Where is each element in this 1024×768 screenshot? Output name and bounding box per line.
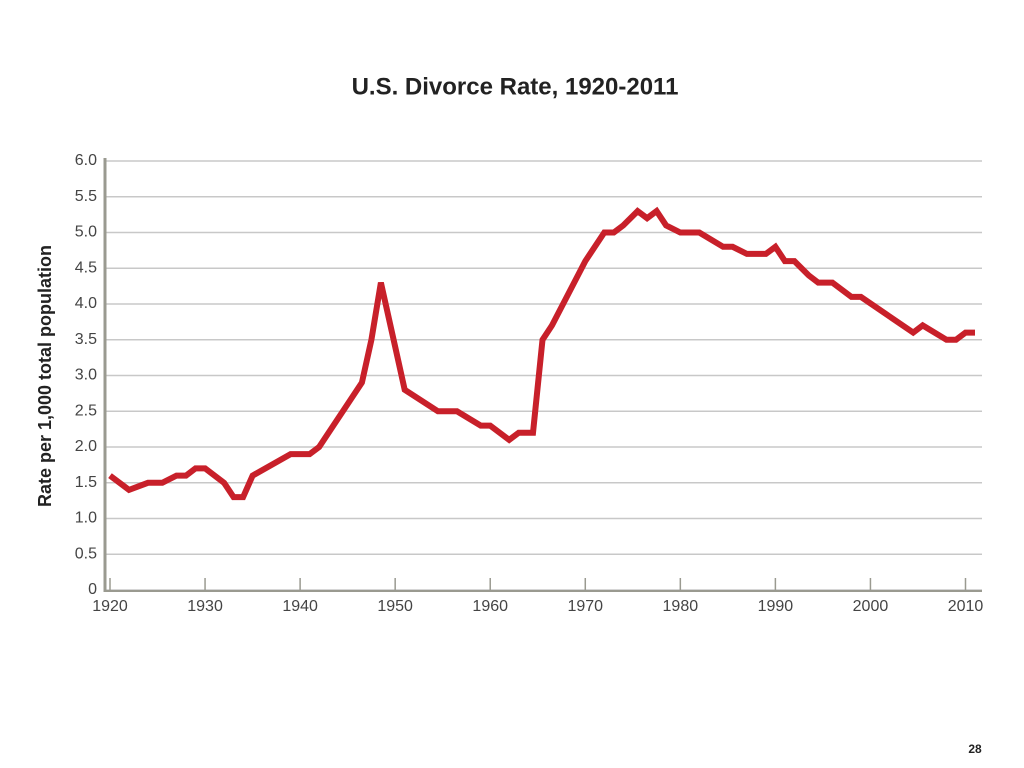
x-tick-label: 1990 [758,598,794,615]
x-tick-label: 1980 [663,598,699,615]
grid [106,160,982,591]
y-tick-label: 6.0 [75,152,97,169]
x-tick-label: 1920 [92,598,128,615]
x-tick-label: 1940 [282,598,318,615]
y-tick-label: 1.0 [75,510,97,527]
x-tick-label: 2000 [853,598,889,615]
slide-number: 28 [968,742,982,756]
y-tick-label: 4.0 [75,295,97,312]
x-tick-label: 1930 [187,598,223,615]
x-tick-label: 1960 [472,598,508,615]
y-tick-label: 3.5 [75,331,97,348]
y-tick-label: 2.0 [75,438,97,455]
x-tick-label: 1970 [567,598,603,615]
y-tick-label: 5.0 [75,224,97,241]
y-tick-label: 4.5 [75,259,97,276]
y-axis-label: Rate per 1,000 total population [35,245,55,507]
y-tick-label: 0.5 [75,545,97,562]
y-tick-label: 2.5 [75,402,97,419]
data-line [108,206,975,501]
y-tick-label: 1.5 [75,474,97,491]
x-tick-label: 2010 [948,598,984,615]
y-tick-label: 5.5 [75,188,97,205]
x-tick-label: 1950 [377,598,413,615]
chart-title: U.S. Divorce Rate, 1920-2011 [352,73,679,100]
y-tick-label: 0 [88,581,97,598]
y-tick-label: 3.0 [75,367,97,384]
